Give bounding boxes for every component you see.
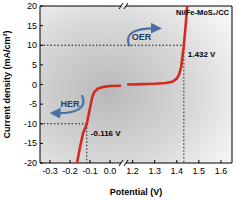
y-axis-label: Current density (mA/cm²) xyxy=(2,30,12,138)
y-tick-label: 20 xyxy=(27,1,37,11)
y-tick xyxy=(40,25,43,26)
y-tick xyxy=(40,143,43,144)
x-tick-label: 0.0 xyxy=(104,166,117,176)
axis-break xyxy=(119,160,123,166)
frame-top xyxy=(126,6,232,7)
y-tick-label: -15 xyxy=(24,138,37,148)
y-tick-label: 10 xyxy=(27,40,37,50)
y-tick xyxy=(40,6,43,7)
curve xyxy=(128,6,187,85)
guide-h xyxy=(40,45,184,46)
plot-area xyxy=(128,6,187,85)
frame-right xyxy=(232,6,233,163)
x-axis-label: Potential (V) xyxy=(110,187,163,197)
axis-break xyxy=(124,3,128,9)
x-tick-label: -0.2 xyxy=(62,166,78,176)
y-tick xyxy=(40,104,43,105)
annotation-arrow xyxy=(54,95,83,113)
guide-v xyxy=(183,45,184,163)
x-tick xyxy=(176,160,177,163)
y-tick-label: 5 xyxy=(32,60,37,70)
y-tick-label: -5 xyxy=(29,99,37,109)
x-tick xyxy=(110,160,111,163)
annotation-label: -0.116 V xyxy=(91,129,121,138)
x-tick xyxy=(198,160,199,163)
y-tick-label: 0 xyxy=(32,80,37,90)
annotation-arrow xyxy=(128,28,157,46)
annotation-label: HER xyxy=(60,99,80,109)
x-tick xyxy=(50,160,51,163)
x-tick-label: -0.3 xyxy=(42,166,58,176)
x-tick-label: 1.6 xyxy=(215,166,228,176)
y-tick xyxy=(40,84,43,85)
title: Ni/Fe-MoS₂/CC xyxy=(176,8,229,17)
x-tick xyxy=(90,160,91,163)
x-tick xyxy=(154,160,155,163)
axis-break xyxy=(124,160,128,166)
x-tick xyxy=(70,160,71,163)
frame-top xyxy=(40,6,121,7)
y-tick xyxy=(40,64,43,65)
y-tick-label: -10 xyxy=(24,119,37,129)
annotation-label: OER xyxy=(132,32,152,42)
plot-background xyxy=(40,6,232,163)
axis-break xyxy=(119,3,123,9)
chart: -0.3 -0.2 -0.1 0.0 -20 -15 -10 -5 0 5 10 15 20 -0.116… xyxy=(0,0,237,200)
x-tick xyxy=(132,160,133,163)
x-tick-label: -0.1 xyxy=(82,166,98,176)
x-tick-label: 1.5 xyxy=(193,166,206,176)
x-tick-label: 1.3 xyxy=(148,166,161,176)
x-axis xyxy=(40,163,121,164)
y-tick-label: 15 xyxy=(27,21,37,31)
guide-v xyxy=(86,124,87,163)
x-tick xyxy=(220,160,221,163)
x-axis xyxy=(126,163,232,164)
y-tick-label: -20 xyxy=(24,158,37,168)
guide-h xyxy=(40,123,87,124)
x-tick-label: 1.4 xyxy=(171,166,184,176)
y-tick xyxy=(40,163,43,164)
x-tick-label: 1.2 xyxy=(126,166,139,176)
annotation-label: 1.432 V xyxy=(188,50,216,59)
